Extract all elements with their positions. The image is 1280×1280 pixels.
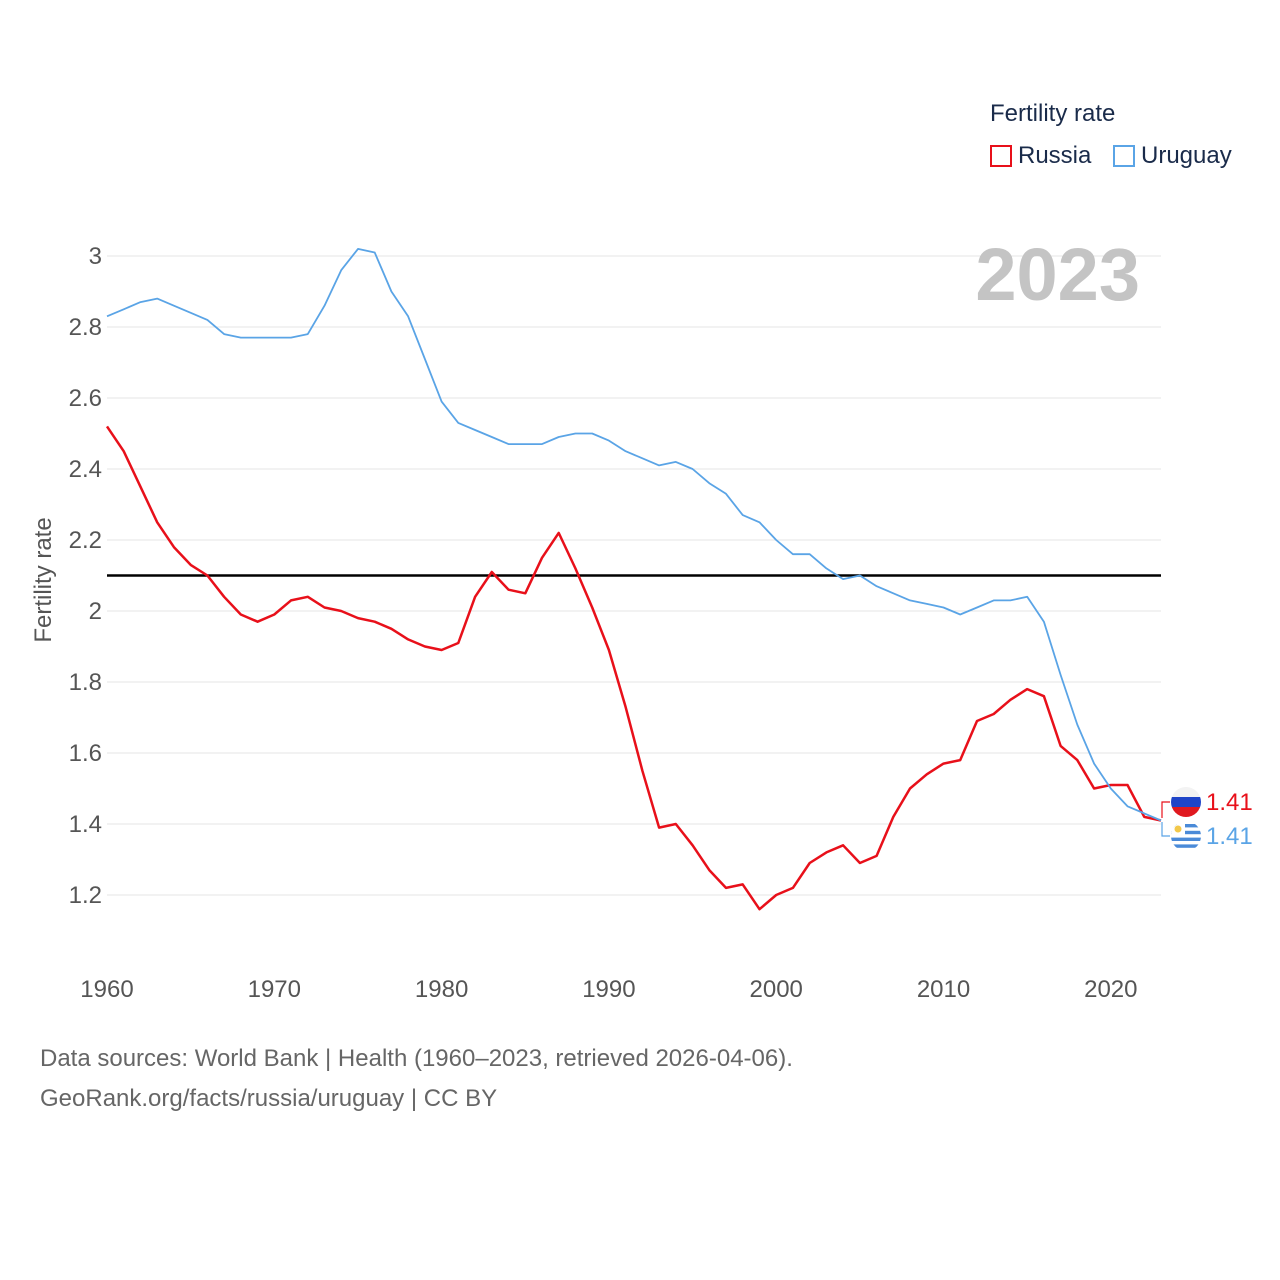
y-axis-label: Fertility rate	[30, 517, 57, 642]
x-axis: 1960 1970 1980 1990 2000 2010 2020	[80, 976, 1137, 1003]
y-tick-label: 2.4	[69, 456, 102, 483]
y-tick-label: 1.8	[69, 669, 102, 696]
y-tick-label: 2.8	[69, 314, 102, 341]
end-markers: 1.41 1.41	[1161, 787, 1253, 851]
x-tick-label: 2000	[750, 976, 803, 1003]
x-tick-label: 1990	[582, 976, 635, 1003]
legend-label-uruguay: Uruguay	[1141, 142, 1232, 169]
current-year-label: 2023	[975, 233, 1140, 316]
legend-label-russia: Russia	[1018, 142, 1092, 169]
series-line-uruguay	[106, 248, 1162, 822]
y-tick-label: 2	[89, 598, 102, 625]
y-axis: 1.2 1.4 1.6 1.8 2 2.2 2.4 2.6 2.8 3	[69, 243, 102, 909]
attribution-link[interactable]: GeoRank.org/facts/russia/uruguay | CC BY	[40, 1085, 498, 1112]
legend-swatch-uruguay	[1113, 145, 1135, 167]
gridlines	[107, 255, 1161, 896]
legend-item-russia[interactable]: Russia	[990, 142, 1091, 170]
legend-swatch-russia	[990, 145, 1012, 167]
y-tick-label: 1.6	[69, 740, 102, 767]
y-tick-label: 1.2	[69, 882, 102, 909]
russia-connector	[1161, 801, 1170, 818]
uruguay-connector	[1161, 822, 1170, 837]
x-tick-label: 2010	[917, 976, 970, 1003]
y-tick-label: 2.2	[69, 527, 102, 554]
y-tick-label: 2.6	[69, 385, 102, 412]
x-tick-label: 2020	[1084, 976, 1137, 1003]
legend-item-uruguay[interactable]: Uruguay	[1113, 142, 1232, 170]
uruguay-flag-icon	[1171, 821, 1201, 851]
x-tick-label: 1980	[415, 976, 468, 1003]
y-tick-label: 3	[89, 243, 102, 270]
russia-flag-icon	[1171, 787, 1201, 817]
russia-end-value: 1.41	[1206, 789, 1253, 816]
x-tick-label: 1970	[248, 976, 301, 1003]
uruguay-end-value: 1.41	[1206, 823, 1253, 850]
series-line-russia	[105, 425, 1162, 911]
y-tick-label: 1.4	[69, 811, 102, 838]
legend-title: Fertility rate	[990, 100, 1116, 127]
data-source-text: Data sources: World Bank | Health (1960–…	[40, 1045, 793, 1072]
x-tick-label: 1960	[80, 976, 133, 1003]
